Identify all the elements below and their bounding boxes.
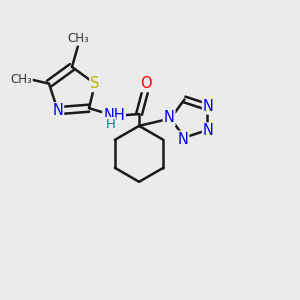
Text: N: N [178,131,188,146]
Text: NH: NH [103,108,125,123]
Text: N: N [203,123,214,138]
Text: O: O [140,76,152,91]
Text: N: N [52,103,63,118]
Text: N: N [203,99,214,114]
Text: S: S [90,76,100,91]
Text: H: H [106,118,116,131]
Text: N: N [164,110,175,125]
Text: CH₃: CH₃ [10,73,32,86]
Text: CH₃: CH₃ [67,32,89,45]
